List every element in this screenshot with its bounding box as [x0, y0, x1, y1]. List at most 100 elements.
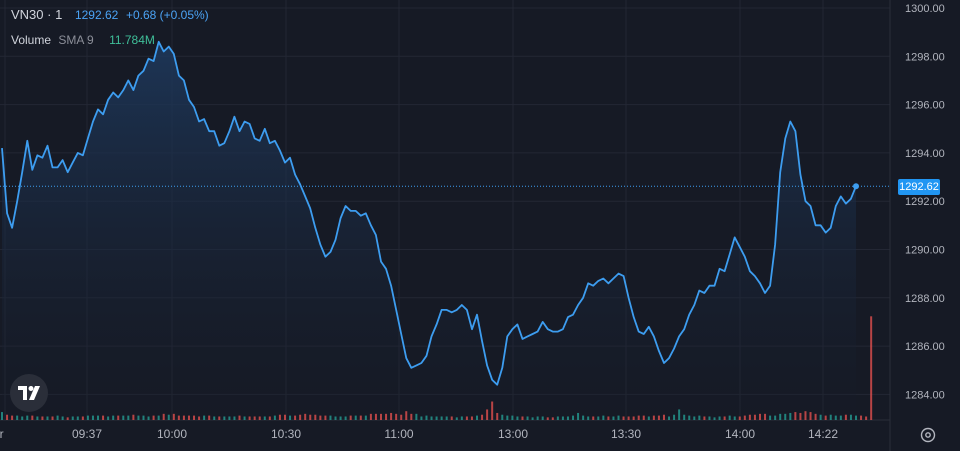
volume-bar [713, 417, 716, 420]
volume-bar [809, 412, 812, 420]
y-tick-label: 1292.00 [905, 196, 945, 208]
volume-bar [460, 416, 463, 420]
volume-bar [61, 416, 64, 420]
volume-bar [860, 415, 863, 420]
volume-bar [36, 416, 39, 420]
volume-bar [289, 415, 292, 420]
volume-bar [97, 415, 100, 420]
volume-bar [481, 414, 484, 420]
volume-bar [597, 416, 600, 420]
volume-bar [390, 412, 393, 420]
volume-bar [521, 416, 524, 420]
volume-bar [329, 415, 332, 420]
volume-bar [395, 413, 398, 420]
volume-bar [223, 416, 226, 420]
symbol-label[interactable]: VN30 · 1 [11, 7, 63, 22]
volume-bar [587, 416, 590, 420]
volume-bar [566, 416, 569, 420]
volume-bar [506, 415, 509, 420]
volume-bar [450, 416, 453, 420]
volume-bar [152, 415, 155, 420]
volume-bar [814, 413, 817, 420]
volume-bar [855, 415, 857, 420]
volume-bar [516, 416, 519, 420]
x-tick-label: 10:30 [271, 427, 301, 441]
volume-bar [683, 414, 686, 420]
volume-bar [405, 411, 408, 420]
volume-bar [440, 416, 443, 420]
volume-bar [834, 415, 837, 420]
volume-bar [572, 415, 575, 420]
x-tick-label: 09:37 [72, 427, 102, 441]
volume-bar [794, 412, 797, 420]
volume-bar [582, 415, 585, 420]
volume-bar [162, 413, 165, 420]
volume-bar [193, 415, 196, 420]
last-price-badge: 1292.62 [898, 179, 940, 195]
x-tick-label: 10:00 [157, 427, 187, 441]
volume-bar [718, 416, 721, 420]
volume-bar [6, 414, 9, 420]
volume-bar [304, 413, 307, 420]
volume-bar [764, 413, 767, 420]
volume-bar [844, 414, 847, 420]
volume-label[interactable]: Volume [11, 33, 52, 47]
volume-bar [11, 415, 14, 420]
volume-bar [652, 415, 655, 420]
volume-bar [71, 416, 74, 420]
y-tick-label: 1300.00 [905, 3, 945, 15]
volume-bar [238, 415, 241, 420]
volume-bar [56, 415, 59, 420]
volume-bar [849, 414, 852, 420]
volume-bar [693, 416, 696, 420]
volume-bar [476, 415, 479, 420]
x-tick-label: 13:30 [611, 427, 641, 441]
volume-bar [142, 415, 145, 420]
volume-bar [66, 417, 69, 420]
volume-bar [349, 415, 352, 420]
volume-bar [102, 415, 105, 420]
volume-bar [268, 416, 271, 420]
volume-bar [21, 416, 24, 420]
volume-bar [283, 414, 286, 420]
volume-bar [602, 415, 605, 420]
tradingview-logo-icon[interactable] [10, 374, 48, 412]
price-area [2, 41, 856, 421]
volume-bar [723, 416, 726, 420]
volume-bar [511, 415, 514, 420]
x-tick-label: or [0, 427, 4, 441]
volume-bar [127, 415, 130, 420]
volume-bar [541, 416, 544, 420]
volume-bar [107, 416, 110, 420]
volume-bar [784, 413, 787, 420]
volume-bar [41, 416, 44, 420]
volume-bar [334, 416, 337, 420]
volume-bar [738, 416, 741, 420]
settings-gear-icon[interactable] [918, 425, 938, 445]
volume-bar [314, 414, 317, 420]
volume-bar [577, 412, 580, 420]
volume-bar [758, 413, 761, 420]
volume-bar [91, 415, 94, 420]
volume-bar [617, 415, 620, 420]
volume-bar [546, 417, 549, 420]
last-price: 1292.62 [74, 8, 119, 22]
volume-bar [728, 415, 731, 420]
volume-bar [187, 415, 190, 420]
volume-bar [167, 414, 170, 420]
volume-bar [536, 416, 539, 420]
volume-bar [430, 416, 433, 420]
volume-bar [26, 415, 29, 420]
volume-bar [198, 416, 201, 420]
volume-bar [556, 416, 559, 420]
volume-value: 11.784M [109, 33, 155, 47]
x-tick-label: 14:22 [808, 427, 838, 441]
volume-bar [359, 415, 362, 420]
volume-bar [309, 414, 312, 420]
y-tick-label: 1288.00 [905, 293, 945, 305]
volume-bar [662, 414, 665, 420]
volume-bar [526, 416, 529, 420]
volume-sma-label: SMA 9 [58, 33, 94, 47]
volume-bar [779, 413, 782, 420]
